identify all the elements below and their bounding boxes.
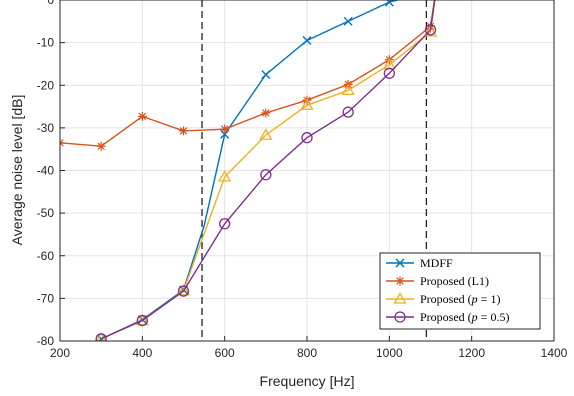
data-point	[343, 16, 353, 26]
x-tick-label: 1400	[541, 346, 568, 360]
marker-stroke	[60, 141, 64, 147]
data-point	[260, 169, 272, 181]
y-tick-label: -80	[37, 334, 55, 348]
legend: MDFF Proposed (L1) Proposed (p = 1) Propose…	[379, 252, 541, 330]
data-point	[136, 314, 148, 327]
x-tick-label: 800	[297, 346, 317, 360]
series-line	[100, 0, 436, 340]
y-tick-label: -70	[37, 291, 55, 305]
data-point	[176, 283, 191, 296]
legend-entry: Proposed (L1)	[420, 274, 489, 288]
marker-stroke	[384, 0, 393, 7]
data-point	[302, 35, 312, 45]
data-point	[259, 128, 273, 140]
data-point	[96, 334, 106, 341]
x-tick-label: 400	[132, 346, 152, 360]
marker-stroke	[302, 35, 312, 45]
data-point	[384, 0, 394, 7]
y-tick-label: -50	[37, 206, 55, 220]
data-point	[300, 98, 314, 110]
data-point	[95, 333, 107, 341]
marker-stroke	[60, 139, 64, 144]
y-tick-label: -20	[37, 78, 55, 92]
data-point	[218, 170, 232, 182]
data-point	[219, 218, 231, 230]
legend-entry: MDFF	[420, 256, 453, 270]
data-point	[301, 132, 313, 144]
marker-stroke	[220, 125, 229, 133]
data-point	[424, 24, 437, 36]
data-point	[220, 124, 230, 134]
data-point	[96, 141, 106, 151]
data-point	[60, 138, 65, 148]
marker-stroke	[343, 16, 353, 26]
y-tick-label: -60	[37, 249, 55, 263]
legend-marker	[393, 292, 407, 304]
legend-marker	[395, 276, 405, 286]
data-point	[423, 25, 438, 37]
marker-stroke	[179, 127, 188, 135]
marker-stroke	[395, 258, 405, 268]
data-point	[383, 67, 395, 79]
legend-marker	[394, 311, 406, 323]
x-tick-label: 1200	[458, 346, 485, 360]
legend-entry: Proposed (p = 1)	[420, 292, 500, 306]
x-tick-label: 200	[50, 346, 70, 360]
marker-stroke	[261, 70, 271, 80]
y-tick-label: -40	[37, 164, 55, 178]
y-axis-label: Average noise level [dB]	[9, 95, 25, 246]
data-point	[137, 111, 147, 121]
data-point	[341, 83, 355, 96]
y-tick-label: -10	[37, 36, 55, 50]
data-point	[261, 70, 271, 80]
x-axis-label: Frequency [Hz]	[260, 373, 355, 389]
data-point	[261, 108, 271, 118]
legend-entry: Proposed (p = 0.5)	[420, 310, 509, 324]
legend-marker	[395, 258, 405, 268]
marker-stroke	[396, 277, 404, 285]
y-tick-label: -30	[37, 121, 55, 135]
data-point	[177, 285, 190, 297]
data-point	[135, 313, 149, 326]
ticks: 200 400 600 800 1000 1200 1400 0 -10 -20 -30 -40 -50…	[37, 0, 568, 360]
y-tick-label: 0	[47, 0, 54, 7]
x-tick-label: 1000	[376, 346, 403, 360]
series-3	[95, 0, 437, 341]
data-point	[179, 126, 188, 136]
marker-stroke	[97, 142, 105, 150]
marker-stroke	[262, 109, 270, 117]
vertical-reference-lines	[201, 0, 428, 341]
series-group	[60, 0, 438, 341]
data-point	[342, 106, 354, 118]
marker-stroke	[98, 334, 106, 341]
marker-stroke	[138, 112, 147, 121]
x-tick-label: 600	[215, 346, 235, 360]
